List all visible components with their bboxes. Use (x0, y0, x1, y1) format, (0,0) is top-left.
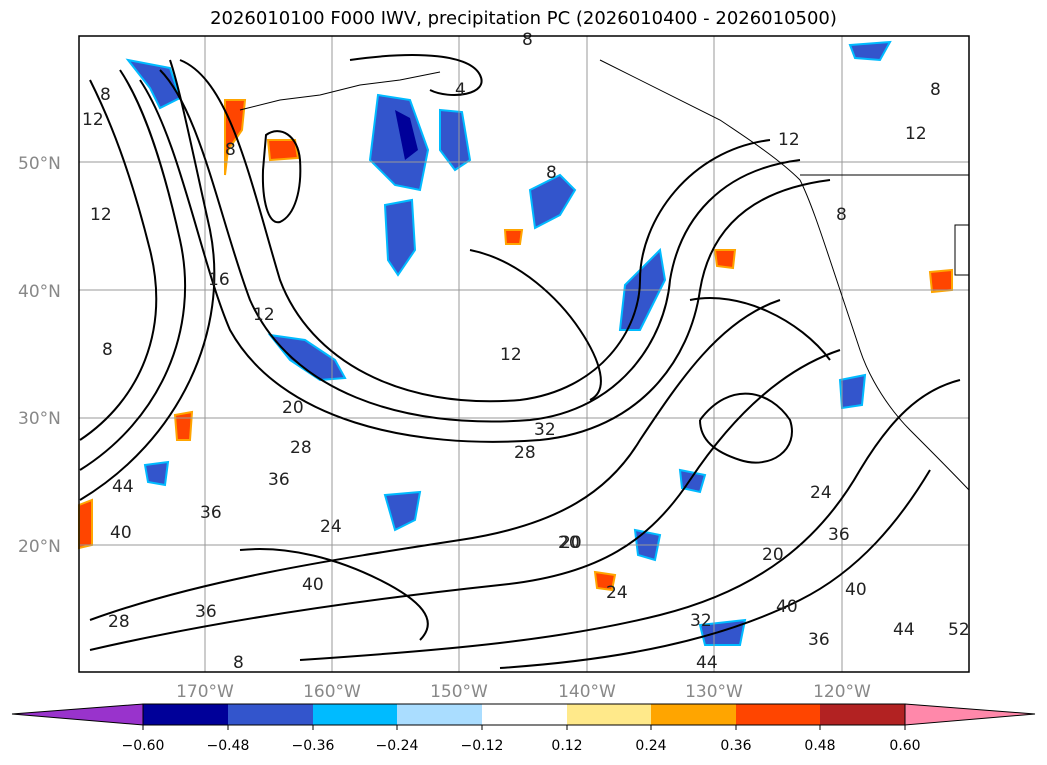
contour-label: 24 (810, 483, 832, 503)
contour-label: 8 (930, 80, 941, 100)
contour-label: 44 (696, 653, 718, 673)
colorbar-tick-label: 0.48 (804, 738, 835, 754)
precipitation-shading (78, 40, 953, 646)
contour-label: 4 (455, 80, 466, 100)
lon-label-160w: 160°W (303, 682, 361, 702)
iwv-contours (79, 54, 961, 669)
contour-label: 20 (558, 533, 580, 553)
contour-label: 44 (112, 477, 134, 497)
lon-label-130w: 130°W (685, 682, 743, 702)
contour-label: 8 (233, 653, 244, 673)
contour-label: 8 (836, 205, 847, 225)
contour-label: 36 (268, 470, 290, 490)
contour-label: 40 (302, 575, 324, 595)
contour-label: 40 (110, 523, 132, 543)
lon-label-170w: 170°W (176, 682, 234, 702)
map-title: 2026010100 F000 IWV, precipitation PC (2… (210, 8, 837, 29)
contour-label: 8 (100, 85, 111, 105)
colorbar-tick-label: 0.12 (551, 738, 582, 754)
contour-label: 12 (778, 130, 800, 150)
contour-label: 20 (762, 545, 784, 565)
colorbar-tick-label: −0.48 (207, 738, 250, 754)
contour-label: 40 (776, 597, 798, 617)
colorbar-extend-low (11, 703, 144, 726)
contour-label: 28 (108, 612, 130, 632)
lon-label-140w: 140°W (558, 682, 616, 702)
map-frame (78, 35, 970, 673)
lon-label-150w: 150°W (430, 682, 488, 702)
colorbar-segment (143, 704, 228, 725)
contour-label: 52 (948, 620, 970, 640)
contour-label: 12 (82, 110, 104, 130)
contour-label: 24 (320, 517, 342, 537)
colorbar-segment (736, 704, 820, 725)
longitude-labels: 170°W 160°W 150°W 140°W 130°W 120°W (176, 682, 871, 702)
map-area (79, 36, 969, 672)
contour-label: 12 (90, 205, 112, 225)
lat-label-20n: 20°N (18, 537, 61, 557)
colorbar-segment (313, 704, 397, 725)
colorbar-tick-label: 0.24 (635, 738, 666, 754)
latitude-labels: 50°N 40°N 30°N 20°N (18, 154, 61, 557)
contour-label: 20 (560, 533, 582, 553)
contour-label: 12 (905, 124, 927, 144)
colorbar-segment (228, 704, 313, 725)
lat-label-40n: 40°N (18, 282, 61, 302)
lat-label-50n: 50°N (18, 154, 61, 174)
colorbar-tick-label: −0.60 (122, 738, 165, 754)
contour-label: 24 (606, 583, 628, 603)
colorbar-segment (651, 704, 736, 725)
colorbar-tick-label: −0.12 (461, 738, 504, 754)
contour-label: 36 (808, 630, 830, 650)
contour-label: 44 (893, 620, 915, 640)
grid-lines (79, 36, 969, 672)
contour-label: 32 (534, 420, 556, 440)
contour-label: 8 (225, 140, 236, 160)
lat-label-30n: 30°N (18, 409, 61, 429)
colorbar-extend-high (904, 703, 1036, 726)
colorbar-tick-label: −0.36 (292, 738, 335, 754)
contour-label: 36 (200, 503, 222, 523)
colorbar-tick-label: −0.24 (376, 738, 419, 754)
colorbar-segment (567, 704, 651, 725)
colorbar-segment (820, 704, 905, 725)
contour-labels: 8 12 4 8 12 8 16 12 20 28 36 44 40 36 40… (82, 30, 970, 673)
contour-label: 28 (290, 438, 312, 458)
colorbar-tick-label: 0.60 (889, 738, 920, 754)
colorbar-segment (397, 704, 482, 725)
contour-label: 36 (828, 525, 850, 545)
contour-label: 40 (845, 580, 867, 600)
colorbar-segment (482, 704, 567, 725)
contour-label: 20 (282, 398, 304, 418)
contour-label: 28 (514, 443, 536, 463)
contour-label: 8 (546, 163, 557, 183)
contour-label: 36 (195, 602, 217, 622)
contour-label: 8 (522, 30, 533, 50)
contour-label: 16 (208, 270, 230, 290)
contour-label: 12 (253, 305, 275, 325)
contour-label: 12 (500, 345, 522, 365)
contour-label: 8 (102, 340, 113, 360)
colorbar: −0.60 −0.48 −0.36 −0.24 −0.12 0.12 0.24 … (11, 703, 1036, 754)
colorbar-tick-label: 0.36 (720, 738, 751, 754)
contour-label: 32 (690, 611, 712, 631)
lon-label-120w: 120°W (813, 682, 871, 702)
